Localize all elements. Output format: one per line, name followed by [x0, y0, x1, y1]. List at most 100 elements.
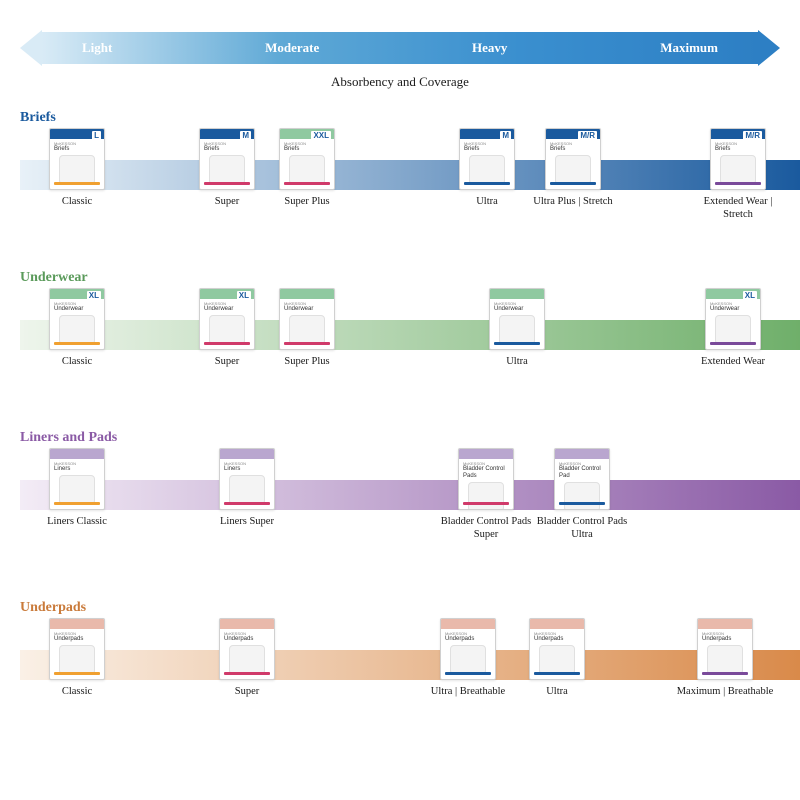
package-name-text: McKESSONBriefs — [711, 139, 765, 153]
package-product-image — [555, 155, 591, 183]
package-bottom-stripe — [284, 182, 330, 185]
chart-subtitle: Absorbency and Coverage — [0, 74, 800, 90]
arrow-label-maximum: Maximum — [660, 40, 718, 56]
product-label: Ultra | Breathable — [420, 686, 516, 699]
package-product-image — [209, 315, 245, 343]
product-label: Classic — [40, 196, 114, 209]
product-underpads-3: McKESSONUnderpadsUltra — [520, 618, 594, 699]
row-title-liners: Liners and Pads — [20, 430, 800, 446]
package-bottom-stripe — [54, 342, 100, 345]
product-briefs-5: M/RMcKESSONBriefsExtended Wear | Stretch — [688, 128, 788, 221]
package-bottom-stripe — [445, 672, 491, 675]
package-icon: LMcKESSONBriefs — [49, 128, 105, 190]
product-underwear-4: XLMcKESSONUnderwear Extended Wear — [688, 288, 778, 369]
package-icon: McKESSONLiners — [49, 448, 105, 510]
package-product-image — [229, 475, 265, 503]
package-icon: XLMcKESSONUnderwear — [705, 288, 761, 350]
package-top-stripe — [530, 619, 584, 629]
package-name-text: McKESSONBladder Control Pads — [459, 459, 513, 480]
products-underwear: XLMcKESSONUnderwearClassicXLMcKESSONUnde… — [20, 288, 800, 408]
product-underwear-1: XLMcKESSONUnderwearSuper — [190, 288, 264, 369]
products-liners: McKESSONLiners Liners Classic McKESSONLine… — [20, 448, 800, 568]
package-name-text: McKESSONUnderpads — [441, 629, 495, 643]
package-size-badge: L — [92, 131, 101, 140]
package-bottom-stripe — [284, 342, 330, 345]
row-briefs: BriefsLMcKESSONBriefsClassicMMcKESSONBri… — [20, 110, 800, 270]
package-product-image — [450, 645, 486, 673]
row-title-underpads: Underpads — [20, 600, 800, 616]
package-name-text: McKESSONBriefs — [280, 139, 334, 153]
package-size-badge: M/R — [743, 131, 762, 140]
row-underwear: UnderwearXLMcKESSONUnderwearClassicXLMcK… — [20, 270, 800, 430]
package-size-badge: XXL — [311, 131, 331, 140]
package-top-stripe — [50, 619, 104, 629]
package-size-badge: M/R — [578, 131, 597, 140]
package-product-image — [289, 315, 325, 343]
package-icon: McKESSONUnderwear — [279, 288, 335, 350]
product-label: Bladder Control Pads Super — [440, 516, 532, 541]
product-label: Super — [210, 686, 284, 699]
product-label: Extended Wear — [688, 356, 778, 369]
package-bottom-stripe — [464, 182, 510, 185]
row-title-underwear: Underwear — [20, 270, 800, 286]
package-bottom-stripe — [550, 182, 596, 185]
arrow-label-moderate: Moderate — [265, 40, 319, 56]
product-label: Super Plus — [270, 196, 344, 209]
package-icon: McKESSONUnderpads — [529, 618, 585, 680]
package-bottom-stripe — [534, 672, 580, 675]
package-product-image — [59, 475, 95, 503]
package-name-text: McKESSONUnderwear — [280, 299, 334, 313]
package-name-text: McKESSONBladder Control Pad — [555, 459, 609, 480]
package-name-text: McKESSONBriefs — [460, 139, 514, 153]
package-bottom-stripe — [224, 672, 270, 675]
package-top-stripe — [459, 449, 513, 459]
package-name-text: McKESSONLiners — [50, 459, 104, 473]
package-name-text: McKESSONUnderwear — [50, 299, 104, 313]
package-icon: McKESSONUnderpads — [697, 618, 753, 680]
package-bottom-stripe — [204, 342, 250, 345]
package-bottom-stripe — [54, 502, 100, 505]
row-liners: Liners and Pads McKESSONLiners Liners Clas… — [20, 430, 800, 590]
package-bottom-stripe — [463, 502, 509, 505]
package-product-image — [229, 645, 265, 673]
package-product-image — [539, 645, 575, 673]
product-briefs-3: MMcKESSONBriefsUltra — [450, 128, 524, 209]
package-bottom-stripe — [494, 342, 540, 345]
package-bottom-stripe — [54, 182, 100, 185]
package-name-text: McKESSONUnderpads — [220, 629, 274, 643]
package-bottom-stripe — [559, 502, 605, 505]
package-product-image — [469, 155, 505, 183]
package-name-text: McKESSONUnderwear — [200, 299, 254, 313]
package-icon: XLMcKESSONUnderwear — [49, 288, 105, 350]
package-icon: MMcKESSONBriefs — [199, 128, 255, 190]
package-name-text: McKESSONUnderpads — [698, 629, 752, 643]
package-product-image — [564, 482, 600, 510]
package-size-badge: M — [240, 131, 251, 140]
package-name-text: McKESSONBriefs — [546, 139, 600, 153]
package-top-stripe — [280, 289, 334, 299]
package-size-badge: XL — [237, 291, 251, 300]
package-top-stripe — [50, 449, 104, 459]
product-briefs-1: MMcKESSONBriefsSuper — [190, 128, 264, 209]
package-product-image — [59, 315, 95, 343]
product-label: Classic — [40, 356, 114, 369]
package-icon: McKESSONUnderwear — [489, 288, 545, 350]
package-product-image — [499, 315, 535, 343]
package-name-text: McKESSONUnderpads — [530, 629, 584, 643]
package-icon: McKESSONUnderpads — [219, 618, 275, 680]
package-top-stripe — [555, 449, 609, 459]
package-bottom-stripe — [204, 182, 250, 185]
package-bottom-stripe — [710, 342, 756, 345]
arrow-right-cap — [758, 30, 780, 66]
package-icon: McKESSONUnderpads — [440, 618, 496, 680]
package-icon: McKESSONLiners — [219, 448, 275, 510]
row-underpads: UnderpadsMcKESSONUnderpadsClassicMcKESSO… — [20, 600, 800, 760]
product-underpads-4: McKESSONUnderpadsMaximum | Breathable — [670, 618, 780, 699]
package-size-badge: M — [500, 131, 511, 140]
product-label: Super Plus — [270, 356, 344, 369]
absorbency-arrow: Light Moderate Heavy Maximum — [20, 30, 780, 66]
product-label: Liners Classic — [40, 516, 114, 529]
package-name-text: McKESSONUnderwear — [490, 299, 544, 313]
product-briefs-0: LMcKESSONBriefs Classic — [40, 128, 114, 209]
package-icon: McKESSONUnderpads — [49, 618, 105, 680]
